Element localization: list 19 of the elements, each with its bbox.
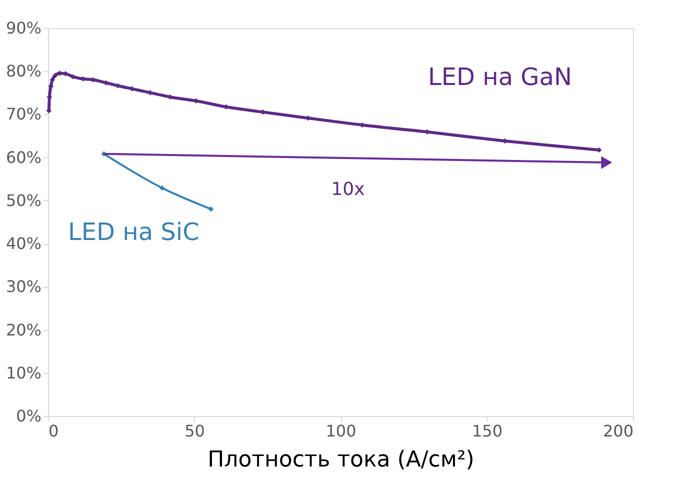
y-tick-label: 10% bbox=[6, 363, 42, 382]
x-tick-label: 50 bbox=[184, 422, 205, 440]
x-tick-label: 150 bbox=[472, 422, 503, 440]
y-tick-label: 40% bbox=[6, 234, 42, 254]
y-tick-label: 70% bbox=[6, 104, 42, 124]
y-tick-label: 0% bbox=[16, 406, 42, 426]
y-tick-label: 90% bbox=[6, 18, 42, 38]
y-tick-label: 50% bbox=[6, 190, 42, 210]
x-tick-label: 100 bbox=[326, 422, 356, 440]
series-label: LED на GaN bbox=[428, 63, 572, 91]
annotation: 10x bbox=[331, 179, 366, 200]
x-axis-title: Плотность тока (А/см²) bbox=[208, 448, 474, 472]
y-tick-label: 30% bbox=[6, 277, 42, 296]
x-tick-label: 200 bbox=[602, 422, 634, 440]
y-tick-label: 60% bbox=[6, 148, 42, 167]
x-tick-label: 0 bbox=[48, 422, 59, 440]
series-label: LED на SiC bbox=[68, 218, 200, 246]
y-tick-label: 20% bbox=[6, 320, 42, 340]
y-tick-label: 80% bbox=[6, 62, 42, 81]
